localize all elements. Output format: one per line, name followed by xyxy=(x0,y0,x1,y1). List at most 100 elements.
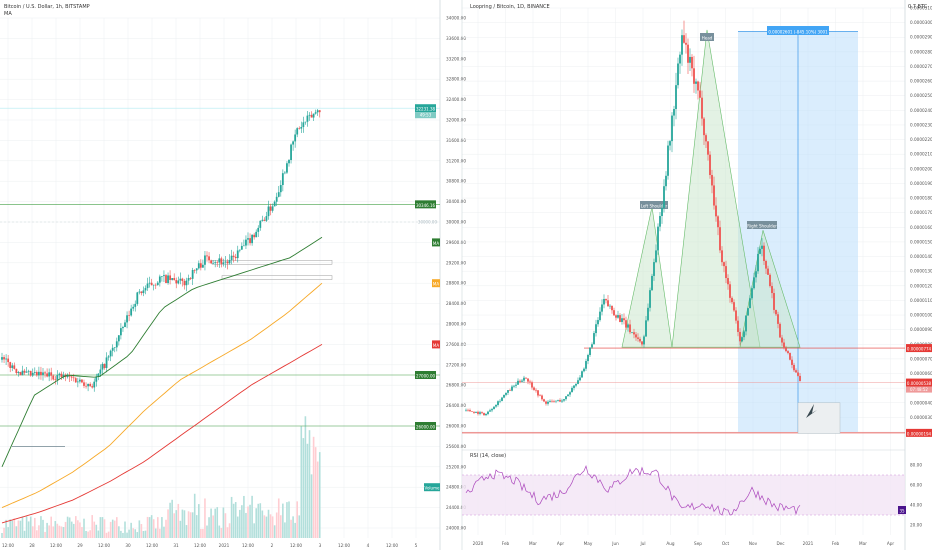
left-volume-bar xyxy=(212,515,214,538)
left-volume-bar xyxy=(224,513,227,538)
neckline-badge-bg xyxy=(906,344,932,353)
left-volume-bar xyxy=(31,526,34,538)
right-candle xyxy=(543,399,545,402)
left-candle xyxy=(161,276,163,277)
left-volume-bar xyxy=(183,510,186,538)
left-volume-bar xyxy=(150,515,153,538)
right-candle xyxy=(507,390,509,393)
right-candle xyxy=(733,302,735,311)
left-candle xyxy=(288,160,290,164)
right-candle xyxy=(753,277,755,289)
ma-green-badge: MA xyxy=(433,241,439,246)
left-candle xyxy=(38,371,40,376)
left-volume-bar xyxy=(99,517,102,538)
rsi-value-badge: 35 xyxy=(899,508,905,513)
right-candle xyxy=(633,332,635,335)
left-candle xyxy=(240,245,243,250)
left-candle xyxy=(281,173,284,186)
right-candle xyxy=(679,54,681,64)
left-volume-bar xyxy=(5,519,7,538)
right-candle xyxy=(557,400,559,401)
right-candle xyxy=(727,278,729,285)
left-volume-bar xyxy=(249,504,251,538)
left-candle xyxy=(19,372,22,376)
left-y-tick: 25200.00 xyxy=(446,464,466,469)
left-candle xyxy=(275,196,278,202)
right-candle xyxy=(705,135,707,142)
left-candle xyxy=(93,381,96,388)
left-volume-bar xyxy=(38,525,40,538)
left-volume-bar xyxy=(36,530,38,538)
left-volume-bar xyxy=(48,525,50,538)
right-candle xyxy=(515,384,517,386)
left-volume-bar xyxy=(126,532,128,538)
right-candle xyxy=(631,332,633,333)
right-candle xyxy=(481,412,483,414)
rsi-band xyxy=(462,475,905,515)
left-candle xyxy=(312,113,315,118)
left-candle xyxy=(142,290,145,294)
rsi-line xyxy=(465,465,801,516)
right-candle xyxy=(513,385,515,387)
right-candle xyxy=(791,359,793,365)
left-volume-bar xyxy=(128,529,130,538)
left-volume-bar xyxy=(146,516,149,538)
left-y-tick: 30400.00 xyxy=(446,199,466,204)
left-volume-bar xyxy=(3,527,5,538)
left-volume-bar xyxy=(120,530,122,538)
left-candle xyxy=(97,373,100,377)
left-candle xyxy=(193,270,196,271)
left-candle xyxy=(130,308,133,316)
left-candle xyxy=(122,327,124,329)
left-candle xyxy=(89,383,92,387)
left-candle xyxy=(300,127,303,129)
left-candle xyxy=(40,371,42,376)
right-price-sub-badge-bg xyxy=(906,386,932,393)
right-candle xyxy=(641,341,643,345)
left-volume-bar xyxy=(140,524,143,538)
left-volume-bar xyxy=(282,503,284,538)
left-candle xyxy=(249,238,251,244)
left-candle xyxy=(72,377,75,379)
left-volume-bar xyxy=(75,516,77,538)
right-x-tick: May xyxy=(584,541,593,546)
left-shoulder-label-bg xyxy=(640,201,668,209)
rsi-title: RSI (14, close) xyxy=(470,453,507,459)
left-volume-bar xyxy=(181,509,184,538)
right-candle xyxy=(613,310,615,316)
left-y-tick: 25600.00 xyxy=(446,444,466,449)
left-candle xyxy=(152,284,155,286)
right-candle xyxy=(561,400,563,402)
left-candle xyxy=(269,206,272,211)
right-candle xyxy=(773,293,775,310)
left-volume-bar xyxy=(113,520,116,538)
left-x-tick: 2 xyxy=(271,543,274,548)
left-candle xyxy=(292,141,294,145)
left-volume-bar xyxy=(230,496,233,538)
left-y-tick: 34000.00 xyxy=(446,16,466,21)
left-y-tick: 32000.00 xyxy=(446,118,466,123)
right-candle xyxy=(667,145,669,176)
left-candle xyxy=(56,375,59,380)
left-candle xyxy=(308,114,311,116)
left-candle xyxy=(9,362,12,368)
right-candle xyxy=(711,175,713,186)
right-candle xyxy=(675,85,677,110)
right-candle xyxy=(549,400,551,402)
left-level2-badge-bg xyxy=(415,371,436,379)
left-candle xyxy=(286,163,288,173)
right-candle xyxy=(491,409,493,411)
left-x-tick: 12:00 xyxy=(290,543,302,548)
left-candle xyxy=(167,275,169,284)
left-candle xyxy=(290,144,292,161)
right-candle xyxy=(627,324,629,328)
right-shoulder-label: Right Shoulder xyxy=(747,223,777,228)
left-volume-bar xyxy=(288,501,290,538)
